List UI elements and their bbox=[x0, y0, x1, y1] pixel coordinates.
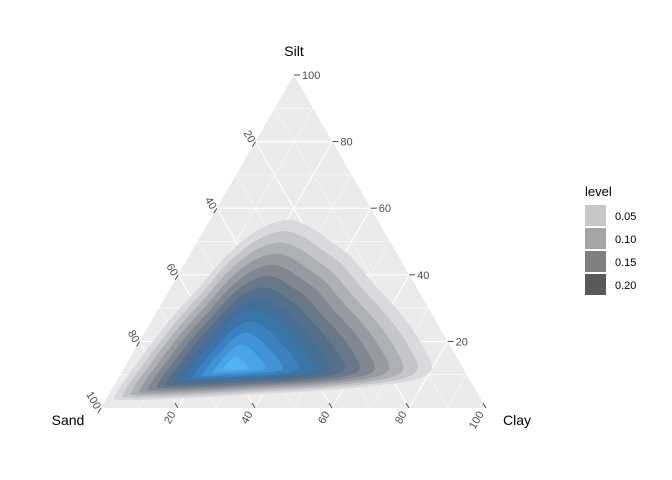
silt-tick-label: 40 bbox=[417, 270, 429, 282]
silt-tick-label: 80 bbox=[340, 137, 352, 149]
vertex-label-sand: Sand bbox=[52, 412, 85, 428]
vertex-label-clay: Clay bbox=[503, 412, 531, 428]
legend-label: 0.15 bbox=[615, 257, 636, 269]
clay-tick bbox=[405, 402, 410, 409]
density-contours bbox=[113, 219, 433, 401]
gridline bbox=[408, 341, 449, 409]
legend-title: level bbox=[585, 184, 612, 199]
axis-ticks: 20 20 20 40 40 40 60 60 60 80 80 80 100 100 100 bbox=[83, 70, 486, 431]
sand-tick-label: 80 bbox=[125, 328, 142, 345]
legend-label: 0.05 bbox=[615, 211, 636, 223]
sand-tick bbox=[97, 407, 102, 414]
legend-label: 0.20 bbox=[615, 280, 636, 292]
sand-tick bbox=[251, 141, 256, 147]
clay-tick-label: 60 bbox=[316, 410, 333, 427]
clay-tick-label: 20 bbox=[162, 410, 179, 427]
vertex-label-silt: Silt bbox=[284, 43, 304, 59]
sand-tick-label: 20 bbox=[241, 128, 258, 145]
legend-label: 0.10 bbox=[615, 234, 636, 246]
legend-swatch bbox=[585, 228, 606, 249]
sand-tick bbox=[136, 341, 141, 347]
legend-swatch bbox=[585, 251, 606, 272]
clay-tick bbox=[482, 402, 487, 409]
silt-tick-label: 20 bbox=[456, 336, 468, 348]
clay-tick bbox=[174, 402, 179, 409]
gridline bbox=[447, 374, 468, 409]
clay-tick bbox=[251, 402, 256, 409]
sand-tick-label: 60 bbox=[163, 262, 180, 279]
sand-tick bbox=[213, 207, 218, 214]
legend-swatch bbox=[585, 205, 606, 226]
density-level-13 bbox=[222, 356, 249, 371]
sand-tick bbox=[174, 274, 179, 281]
legend: level 0.05 0.10 0.15 0.20 bbox=[585, 184, 636, 295]
sand-tick-label: 40 bbox=[202, 195, 219, 212]
sand-tick-label: 100 bbox=[83, 390, 103, 412]
clay-tick-label: 100 bbox=[467, 410, 487, 432]
clay-tick bbox=[328, 402, 333, 409]
clay-tick-label: 40 bbox=[239, 410, 256, 427]
silt-tick-label: 100 bbox=[302, 70, 320, 82]
legend-swatch bbox=[585, 274, 606, 295]
silt-tick-label: 60 bbox=[379, 203, 391, 215]
clay-tick-label: 80 bbox=[393, 410, 410, 427]
